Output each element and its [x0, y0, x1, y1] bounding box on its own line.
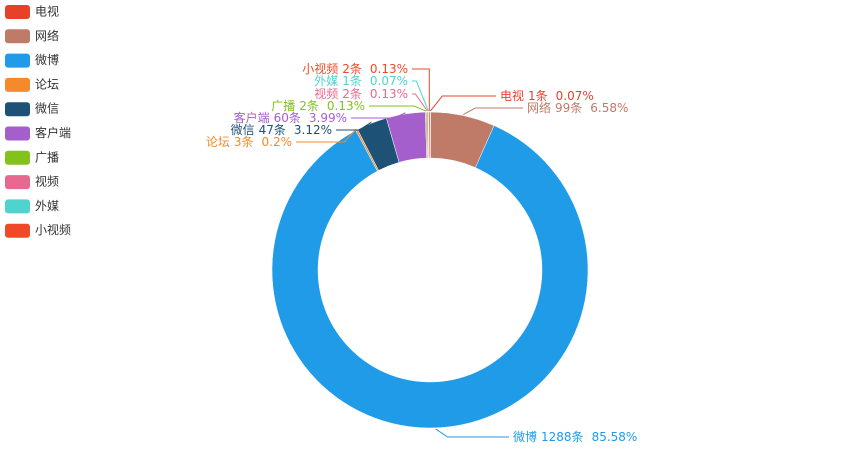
label-name: 论坛 [206, 135, 230, 149]
legend-label: 微博 [35, 52, 59, 67]
label-name: 电视 [500, 88, 524, 103]
leader-line [463, 107, 523, 115]
data-label: 视频 2条 0.13% [314, 86, 408, 101]
label-name: 网络 [527, 100, 551, 115]
label-name: 外媒 [314, 74, 338, 88]
label-count: 1288条 [541, 430, 584, 444]
label-count: 2条 [299, 99, 319, 113]
leader-line [412, 68, 430, 112]
legend-item: 广播 [5, 150, 59, 165]
label-count: 99条 [555, 101, 582, 115]
legend-item: 论坛 [5, 77, 59, 92]
data-label: 微博 1288条 85.58% [513, 429, 637, 444]
label-name: 视频 [314, 86, 338, 101]
label-count: 47条 [259, 123, 286, 137]
legend-swatch [5, 53, 30, 68]
legend-item: 客户端 [5, 125, 71, 141]
leader-line [435, 428, 509, 438]
leader-line [369, 105, 427, 112]
leader-line [351, 112, 406, 119]
legend-swatch [5, 175, 30, 190]
data-label: 电视 1条 0.07% [500, 88, 594, 103]
legend-swatch [5, 150, 30, 165]
label-percent: 0.13% [370, 87, 408, 101]
label-name: 微博 [513, 429, 537, 444]
leader-line [429, 95, 496, 112]
label-count: 2条 [342, 62, 362, 76]
legend-item: 视频 [5, 174, 59, 190]
label-name: 微信 [231, 123, 255, 137]
label-percent: 3.12% [294, 123, 332, 137]
legend-swatch [5, 29, 30, 44]
label-percent: 85.58% [592, 430, 638, 444]
label-percent: 0.07% [370, 74, 408, 88]
legend-label: 网络 [35, 28, 59, 43]
slice [428, 111, 431, 159]
legend-item: 微信 [5, 102, 59, 117]
data-label: 外媒 1条 0.07% [314, 74, 408, 88]
label-count: 1条 [342, 74, 362, 88]
legend-label: 电视 [35, 4, 59, 19]
legend-swatch [5, 126, 30, 141]
legend-label: 客户端 [35, 125, 71, 140]
legend-label: 论坛 [35, 77, 59, 91]
legend-swatch [5, 102, 30, 117]
legend-swatch [5, 77, 30, 92]
legend-label: 视频 [35, 174, 59, 189]
label-count: 60条 [274, 111, 301, 125]
data-label: 网络 99条 6.58% [527, 100, 628, 115]
label-percent: 0.13% [327, 99, 365, 113]
leader-line [412, 80, 429, 112]
data-label: 广播 2条 0.13% [271, 99, 365, 113]
legend-item: 外媒 [5, 199, 59, 214]
label-percent: 6.58% [590, 101, 628, 115]
label-count: 2条 [342, 87, 362, 101]
legend-label: 广播 [35, 150, 59, 164]
label-name: 客户端 [234, 110, 270, 125]
slice [271, 125, 589, 429]
label-percent: 0.07% [556, 89, 594, 103]
data-label: 微信 47条 3.12% [231, 123, 332, 137]
leader-line [296, 128, 357, 143]
label-count: 3条 [234, 135, 254, 149]
label-name: 广播 [271, 99, 295, 113]
legend-item: 小视频 [5, 222, 71, 238]
legend-label: 外媒 [35, 199, 59, 213]
legend-label: 小视频 [35, 222, 71, 237]
label-percent: 3.99% [309, 111, 347, 125]
legend-swatch [5, 223, 30, 238]
legend-label: 微信 [35, 102, 59, 116]
label-count: 1条 [528, 89, 548, 103]
legend-item: 微博 [5, 52, 59, 68]
leader-line [412, 93, 428, 112]
data-label: 论坛 3条 0.2% [206, 135, 292, 149]
label-percent: 0.2% [262, 135, 293, 149]
legend-swatch [5, 199, 30, 214]
legend-item: 网络 [5, 28, 59, 44]
leader-line [336, 121, 372, 131]
legend-item: 电视 [5, 4, 59, 19]
data-label: 客户端 60条 3.99% [234, 110, 347, 125]
label-percent: 0.13% [370, 62, 408, 76]
data-label: 小视频 2条 0.13% [302, 61, 408, 76]
label-name: 小视频 [302, 61, 338, 76]
legend-swatch [5, 5, 30, 19]
